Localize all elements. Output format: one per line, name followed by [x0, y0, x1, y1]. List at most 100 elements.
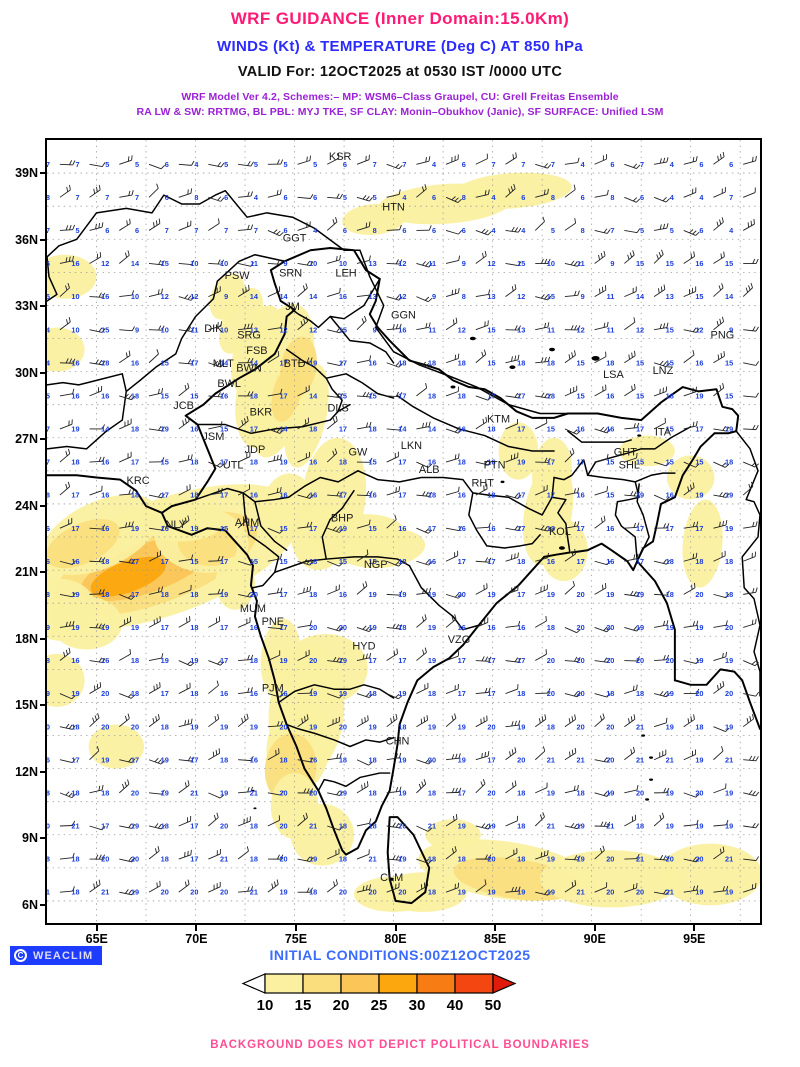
city-label-hyd: HYD [352, 640, 375, 652]
x-axis-tick-65E: 65E [85, 932, 108, 946]
svg-text:15: 15 [339, 557, 347, 566]
svg-text:8: 8 [581, 226, 585, 235]
svg-text:18: 18 [71, 722, 79, 731]
city-label-bkr: BKR [250, 407, 273, 419]
svg-text:15: 15 [576, 358, 584, 367]
svg-text:7: 7 [224, 226, 228, 235]
svg-text:17: 17 [220, 623, 228, 632]
svg-text:18: 18 [428, 358, 436, 367]
svg-text:21: 21 [428, 822, 436, 831]
svg-text:19: 19 [369, 590, 377, 599]
svg-text:17: 17 [487, 755, 495, 764]
svg-text:19: 19 [309, 689, 317, 698]
city-label-ght: GHT [614, 446, 637, 458]
svg-text:16: 16 [547, 557, 555, 566]
svg-text:7: 7 [135, 193, 139, 202]
svg-text:6: 6 [313, 193, 317, 202]
city-label-nly: NLY [166, 519, 187, 531]
svg-text:17: 17 [279, 623, 287, 632]
svg-text:19: 19 [517, 888, 525, 897]
x-tick-mark [494, 925, 497, 931]
svg-text:17: 17 [576, 524, 584, 533]
map-canvas[interactable]: 21 18 21 19 20 20 20 21 19 18 20 20 20 18 19 19 19 19 21 20… [45, 138, 762, 925]
svg-text:9: 9 [135, 325, 139, 334]
svg-text:18: 18 [47, 788, 50, 797]
svg-text:20: 20 [279, 822, 287, 831]
svg-text:8: 8 [373, 226, 377, 235]
svg-text:18: 18 [428, 491, 436, 500]
svg-text:12: 12 [398, 292, 406, 301]
svg-text:20: 20 [428, 755, 436, 764]
svg-text:18: 18 [47, 491, 50, 500]
svg-text:18: 18 [47, 656, 50, 665]
svg-text:4: 4 [491, 226, 496, 235]
svg-text:19: 19 [369, 722, 377, 731]
svg-text:6: 6 [432, 226, 436, 235]
city-label-lnz: LNZ [653, 365, 674, 377]
svg-text:17: 17 [279, 358, 287, 367]
svg-text:16: 16 [47, 259, 50, 268]
colorbar-swatches [241, 973, 517, 994]
weaclim-logo[interactable]: C WEACLIM [10, 946, 103, 965]
svg-text:11: 11 [191, 325, 199, 334]
svg-text:18: 18 [101, 590, 109, 599]
svg-text:12: 12 [695, 325, 703, 334]
svg-text:21: 21 [725, 755, 733, 764]
svg-text:18: 18 [309, 557, 317, 566]
svg-text:19: 19 [398, 590, 406, 599]
logo-text: WEACLIM [33, 949, 94, 962]
svg-text:18: 18 [606, 358, 614, 367]
svg-text:16: 16 [398, 524, 406, 533]
city-label-alb: ALB [419, 464, 440, 476]
y-tick-mark [40, 438, 46, 441]
svg-text:16: 16 [131, 358, 139, 367]
svg-text:19: 19 [279, 458, 287, 467]
svg-text:6: 6 [432, 193, 436, 202]
svg-text:7: 7 [729, 193, 733, 202]
svg-text:16: 16 [695, 358, 703, 367]
svg-text:18: 18 [428, 391, 436, 400]
x-axis-tick-75E: 75E [284, 932, 308, 946]
svg-text:15: 15 [161, 458, 169, 467]
svg-text:17: 17 [458, 656, 466, 665]
map-gridlines [47, 140, 760, 923]
svg-text:19: 19 [547, 855, 555, 864]
svg-text:17: 17 [576, 458, 584, 467]
city-label-vzg: VZG [448, 634, 470, 646]
svg-text:19: 19 [398, 755, 406, 764]
svg-text:17: 17 [161, 557, 169, 566]
svg-text:19: 19 [458, 755, 466, 764]
svg-text:19: 19 [250, 722, 258, 731]
svg-text:20: 20 [339, 623, 347, 632]
svg-text:20: 20 [131, 722, 139, 731]
svg-text:16: 16 [220, 689, 228, 698]
svg-text:18: 18 [309, 425, 317, 434]
svg-text:21: 21 [576, 888, 584, 897]
svg-text:18: 18 [517, 358, 525, 367]
y-tick-mark [40, 837, 46, 840]
svg-text:19: 19 [369, 623, 377, 632]
svg-text:19: 19 [458, 888, 466, 897]
svg-text:15: 15 [161, 259, 169, 268]
svg-text:19: 19 [161, 425, 169, 434]
svg-text:19: 19 [309, 358, 317, 367]
svg-text:20: 20 [636, 656, 644, 665]
svg-text:20: 20 [190, 888, 198, 897]
svg-text:20: 20 [279, 855, 287, 864]
svg-text:20: 20 [606, 656, 614, 665]
svg-text:19: 19 [458, 722, 466, 731]
svg-text:21: 21 [220, 855, 228, 864]
svg-text:20: 20 [606, 888, 614, 897]
city-label-chn: CHN [386, 735, 410, 747]
svg-text:16: 16 [101, 656, 109, 665]
svg-text:19: 19 [339, 788, 347, 797]
svg-text:20: 20 [725, 623, 733, 632]
colorbar-tick-25: 25 [370, 997, 388, 1014]
svg-text:16: 16 [250, 755, 258, 764]
svg-text:18: 18 [636, 689, 644, 698]
svg-text:19: 19 [725, 524, 733, 533]
svg-text:19: 19 [190, 722, 198, 731]
svg-text:14: 14 [636, 292, 645, 301]
svg-text:9: 9 [729, 325, 733, 334]
